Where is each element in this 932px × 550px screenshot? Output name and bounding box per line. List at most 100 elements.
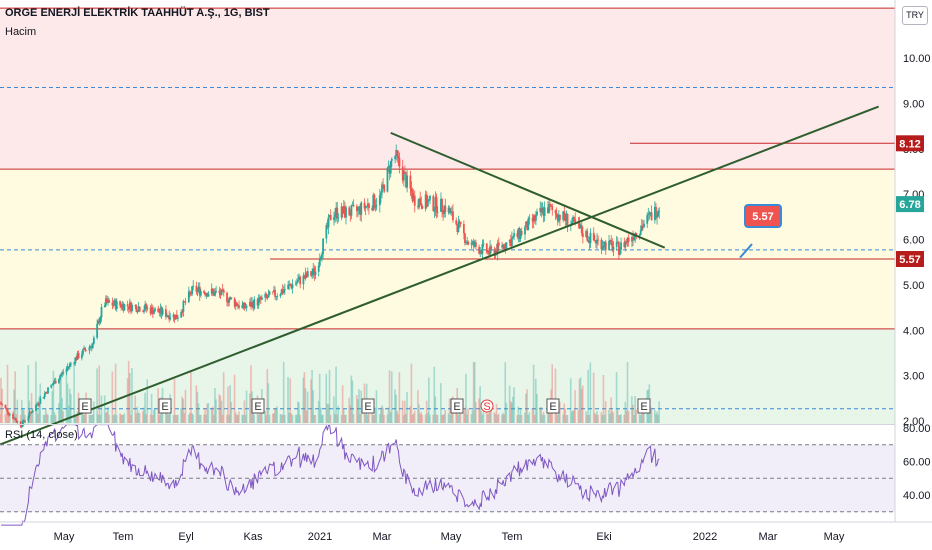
volume-bar — [233, 374, 236, 423]
candle-body — [398, 158, 401, 167]
candle-body — [119, 301, 121, 306]
candle-body — [527, 218, 530, 231]
candle-body — [557, 214, 560, 222]
candle-body — [424, 194, 427, 209]
candle-body — [159, 307, 162, 313]
volume-bar — [549, 411, 551, 423]
candle-body — [625, 241, 628, 243]
candle-body — [516, 233, 519, 237]
price-tick-label: 4.00 — [903, 325, 924, 337]
candle-body — [305, 272, 308, 277]
volume-bar — [562, 414, 564, 423]
candle-body — [443, 205, 446, 214]
candle-body — [421, 206, 424, 209]
price-tick-label: 3.00 — [903, 371, 924, 383]
volume-bar — [207, 402, 210, 423]
volume-bar — [145, 414, 147, 423]
candle-body — [595, 240, 597, 244]
candle-body — [351, 205, 354, 206]
candle-body — [242, 302, 245, 306]
volume-bar — [23, 410, 25, 423]
volume-bar — [123, 413, 126, 423]
candle-body — [589, 232, 592, 244]
event-label: E — [549, 401, 556, 413]
candle-body — [518, 228, 521, 239]
event-label: S — [483, 401, 490, 413]
candle-body — [192, 285, 195, 287]
volume-bar — [650, 408, 653, 423]
currency-button[interactable]: TRY — [902, 6, 928, 25]
candle-body — [37, 403, 40, 405]
candle-body — [588, 240, 591, 244]
volume-bar — [267, 383, 270, 423]
candle-body — [559, 214, 561, 220]
volume-bar — [382, 407, 384, 423]
candle-body — [455, 220, 458, 225]
volume-bar — [623, 414, 626, 423]
candle-body — [510, 237, 513, 247]
candle-body — [429, 195, 431, 200]
candle-body — [73, 363, 76, 365]
event-label: E — [453, 401, 460, 413]
volume-bar — [535, 378, 537, 423]
candle-body — [92, 337, 95, 344]
candle-body — [275, 296, 278, 298]
candle-body — [412, 195, 415, 202]
candle-body — [597, 239, 600, 241]
trendline-0 — [0, 105, 879, 446]
volume-bar — [177, 414, 179, 423]
volume-bar — [76, 411, 79, 423]
candle-body — [42, 396, 45, 399]
candle-body — [508, 239, 511, 243]
volume-bar — [54, 414, 57, 423]
volume-bar — [234, 412, 237, 423]
candle-body — [472, 241, 475, 247]
volume-bar — [604, 401, 607, 423]
candle-body — [189, 291, 191, 293]
volume-bar — [281, 414, 284, 423]
candle-body — [97, 320, 100, 324]
candle-body — [587, 240, 590, 242]
volume-bar — [625, 410, 628, 423]
volume-bar — [167, 414, 169, 423]
candle-body — [381, 184, 383, 193]
candle-body — [397, 155, 400, 159]
volume-bar — [235, 414, 238, 423]
volume-bar — [198, 414, 201, 423]
candle-body — [180, 311, 183, 318]
volume-bar — [655, 413, 657, 423]
candle-body — [562, 211, 565, 220]
candle-body — [566, 213, 569, 227]
volume-bar — [130, 414, 132, 423]
candle-body — [478, 246, 481, 254]
candle-body — [115, 301, 118, 310]
volume-bar — [342, 409, 345, 423]
candle-body — [128, 302, 131, 310]
candle-body — [211, 288, 214, 292]
volume-bar — [92, 401, 95, 423]
candle-body — [657, 211, 660, 217]
volume-bar — [596, 411, 598, 423]
volume-bar — [378, 414, 381, 423]
volume-bar — [313, 414, 316, 423]
volume-bar — [82, 411, 84, 423]
candle-body — [321, 254, 323, 258]
volume-bar — [16, 399, 19, 423]
volume-bar — [287, 377, 289, 423]
candle-body — [627, 237, 630, 242]
volume-bar — [314, 414, 317, 423]
volume-bar — [458, 411, 461, 423]
candle-body — [183, 301, 186, 302]
candle-body — [299, 276, 302, 285]
candle-body — [112, 304, 115, 306]
candle-body — [134, 304, 137, 306]
candle-body — [533, 215, 536, 221]
volume-bar — [75, 414, 78, 423]
volume-bar — [7, 414, 10, 423]
candle-body — [295, 282, 298, 284]
volume-bar — [203, 414, 205, 423]
volume-bar — [547, 409, 549, 423]
volume-bar — [66, 383, 69, 423]
